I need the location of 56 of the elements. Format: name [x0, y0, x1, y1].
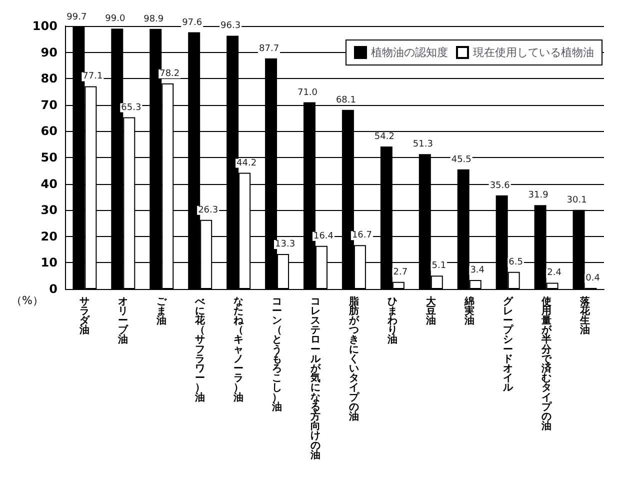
data-label: 97.6 — [182, 18, 202, 28]
data-label: 13.3 — [275, 240, 296, 250]
data-label: 98.9 — [144, 14, 164, 24]
data-label: 77.1 — [82, 72, 103, 82]
data-label: 26.3 — [198, 205, 218, 216]
category-label: 使用量が半分で済むタイプの油 — [541, 296, 552, 432]
data-label: 0.4 — [586, 273, 600, 284]
data-label: 2.7 — [393, 267, 408, 278]
y-tick-label: 0 — [49, 282, 58, 296]
data-label: 71.0 — [297, 88, 318, 98]
data-label: 45.5 — [451, 154, 472, 165]
data-label: 87.7 — [259, 44, 280, 54]
data-label: 5.1 — [432, 261, 446, 272]
data-label: 31.9 — [528, 190, 549, 201]
y-tick-label: 30 — [40, 203, 58, 218]
data-label: 30.1 — [566, 195, 587, 206]
data-label: 51.3 — [412, 140, 433, 150]
y-tick-label: 80 — [40, 72, 58, 86]
y-tick-label: 100 — [32, 19, 58, 33]
y-tick-label: 60 — [40, 124, 58, 138]
category-label: べに花（サフラワー）油 — [195, 296, 206, 404]
x-tick-label: オリーブ油 — [117, 296, 130, 346]
category-label: 脂肪がつきにくいタイプの油 — [348, 296, 359, 422]
y-tick-label: 10 — [40, 256, 58, 270]
x-tick-label: 大豆油 — [424, 295, 437, 326]
category-label: グレープシードオイル — [502, 296, 513, 394]
x-tick-label: サラダ油 — [78, 296, 91, 336]
y-tick-label: 70 — [40, 98, 58, 112]
data-label: 96.3 — [220, 21, 241, 32]
y-axis-title: （%） — [11, 294, 44, 307]
y-tick-label: 90 — [40, 45, 58, 60]
y-tick-label: 50 — [40, 150, 58, 164]
data-label: 16.7 — [352, 230, 372, 241]
data-label: 3.4 — [470, 266, 485, 276]
data-label: 68.1 — [336, 95, 356, 106]
data-label: 99.7 — [66, 12, 87, 22]
data-label: 6.5 — [508, 257, 523, 268]
data-label: 99.0 — [105, 14, 126, 24]
x-tick-label: 綿実油 — [463, 295, 474, 326]
data-label: 35.6 — [490, 180, 510, 191]
x-tick-label: ごま油 — [156, 296, 168, 326]
x-tick-label: 落花生油 — [578, 295, 591, 336]
data-label: 54.2 — [374, 132, 394, 142]
category-label: コーン（とうもろこし）油 — [272, 296, 282, 413]
legend-label: 植物油の認知度 — [371, 46, 448, 59]
data-label: 78.2 — [160, 68, 180, 79]
y-tick-label: 40 — [40, 176, 58, 191]
data-label: 65.3 — [121, 102, 142, 113]
data-label: 16.4 — [313, 231, 334, 242]
x-tick-label: ひまわり油 — [386, 296, 398, 346]
y-tick-label: 20 — [40, 229, 58, 244]
category-label: コレステロールが気になる方向けの油 — [310, 296, 320, 461]
legend-label: 現在使用している植物油 — [473, 46, 594, 59]
data-label: 44.2 — [236, 158, 257, 168]
data-label: 2.4 — [547, 268, 562, 278]
category-label: なたね（キャノーラ）油 — [234, 296, 244, 404]
